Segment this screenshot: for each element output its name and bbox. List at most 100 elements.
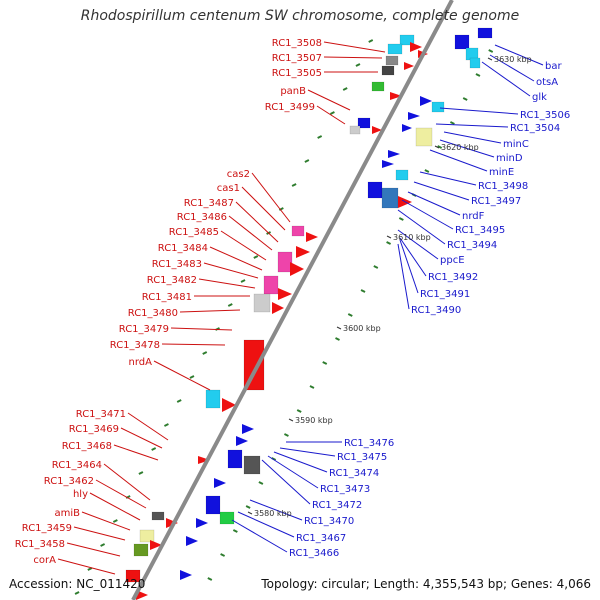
gene-block [227,449,243,469]
gene-label-left: panB [280,86,306,97]
gene-label-right: RC1_3470 [304,516,354,527]
leader-line [399,237,427,277]
gene-arrow [150,540,162,550]
gene-label-right: RC1_3498 [478,181,528,192]
tick-mark [398,217,404,221]
leader-line [66,542,121,557]
leader-line [89,492,141,521]
gene-label-left: RC1_3479 [119,324,169,335]
gene-label-left: amiB [54,508,80,519]
scale-tick [434,145,440,149]
gene-arrow [404,62,414,70]
leader-line [231,519,288,553]
gene-label-left: RC1_3458 [15,539,65,550]
scale-label: 3620 kbp [441,143,479,152]
gene-block [415,127,433,147]
scale-label: 3590 kbp [295,416,333,425]
gene-block [477,27,493,39]
tick-mark [437,145,443,149]
gene-block [381,65,395,76]
tick-mark [112,519,118,523]
tick-mark [227,303,233,307]
gene-label-left: RC1_3508 [272,38,322,49]
gene-label-right: RC1_3467 [296,533,346,544]
tick-mark [373,265,379,269]
gene-label-left: RC1_3478 [110,340,160,351]
gene-arrow [306,232,318,242]
gene-label-right: minD [496,153,523,164]
label-leader-lines [57,41,544,575]
leader-line [228,215,273,251]
tick-mark [100,543,106,547]
leader-line [57,558,116,575]
gene-block [139,529,155,543]
gene-label-right: RC1_3490 [411,305,461,316]
tick-mark [329,111,335,115]
gene-label-right: RC1_3472 [312,500,362,511]
gene-block [381,187,399,209]
tick-mark [163,423,169,427]
scale-label: 3610 kbp [393,233,431,242]
gene-arrow [408,112,420,120]
gene-block [367,181,383,199]
leader-line [73,526,126,541]
tick-mark [317,135,323,139]
leader-line [120,427,163,449]
gene-label-left: nrdA [129,357,153,368]
tick-mark [368,39,374,43]
gene-block [371,81,385,92]
leader-line [443,131,502,144]
leader-line [237,511,295,538]
leader-line [323,56,383,59]
leader-line [251,172,291,223]
gene-block [151,511,165,521]
gene-block [395,169,409,181]
tick-mark [240,279,246,283]
leader-line [198,278,256,289]
gene-label-right: RC1_3466 [289,548,339,559]
gene-label-left: cas2 [227,169,250,180]
leader-line [435,123,509,128]
tick-mark [176,399,182,403]
tick-mark [151,447,157,451]
leader-line [397,209,446,245]
tick-mark [424,169,430,173]
gene-arrow [388,150,400,158]
scale-tick [487,57,493,61]
gene-label-left: RC1_3480 [128,308,178,319]
gene-label-right: nrdF [462,211,485,222]
leader-line [399,239,419,294]
gene-arrow [186,536,198,546]
leader-line [235,201,279,243]
leader-line [209,246,263,271]
leader-line [439,107,519,115]
gene-label-right: RC1_3504 [510,123,560,134]
gene-label-left: RC1_3464 [52,460,102,471]
leader-line [494,44,544,66]
tick-mark [138,471,144,475]
tick-mark [232,529,238,533]
tick-mark [335,337,340,341]
tick-mark [488,49,494,53]
tick-mark [245,505,251,509]
gene-block [431,101,445,113]
gene-label-left: RC1_3485 [169,227,219,238]
gene-label-left: RC1_3468 [62,441,112,452]
gene-label-left: RC1_3469 [69,424,119,435]
gene-arrow [290,262,304,276]
gene-labels: RC1_3508 RC1_3507 RC1_3505 panB RC1_3499 cas2… [15,38,571,566]
gene-label-left: RC1_3481 [142,292,192,303]
leader-line [397,229,439,260]
gene-label-right: RC1_3497 [471,196,521,207]
gene-arrow [198,456,210,464]
gene-label-right: minC [503,139,529,150]
gene-arrow [236,436,248,446]
leader-line [439,139,495,158]
tick-mark [189,375,195,379]
leader-line [419,171,477,186]
gene-label-right: RC1_3475 [337,452,387,463]
gene-label-left: corA [33,555,56,566]
leader-line [429,149,488,172]
tick-mark [296,409,302,413]
